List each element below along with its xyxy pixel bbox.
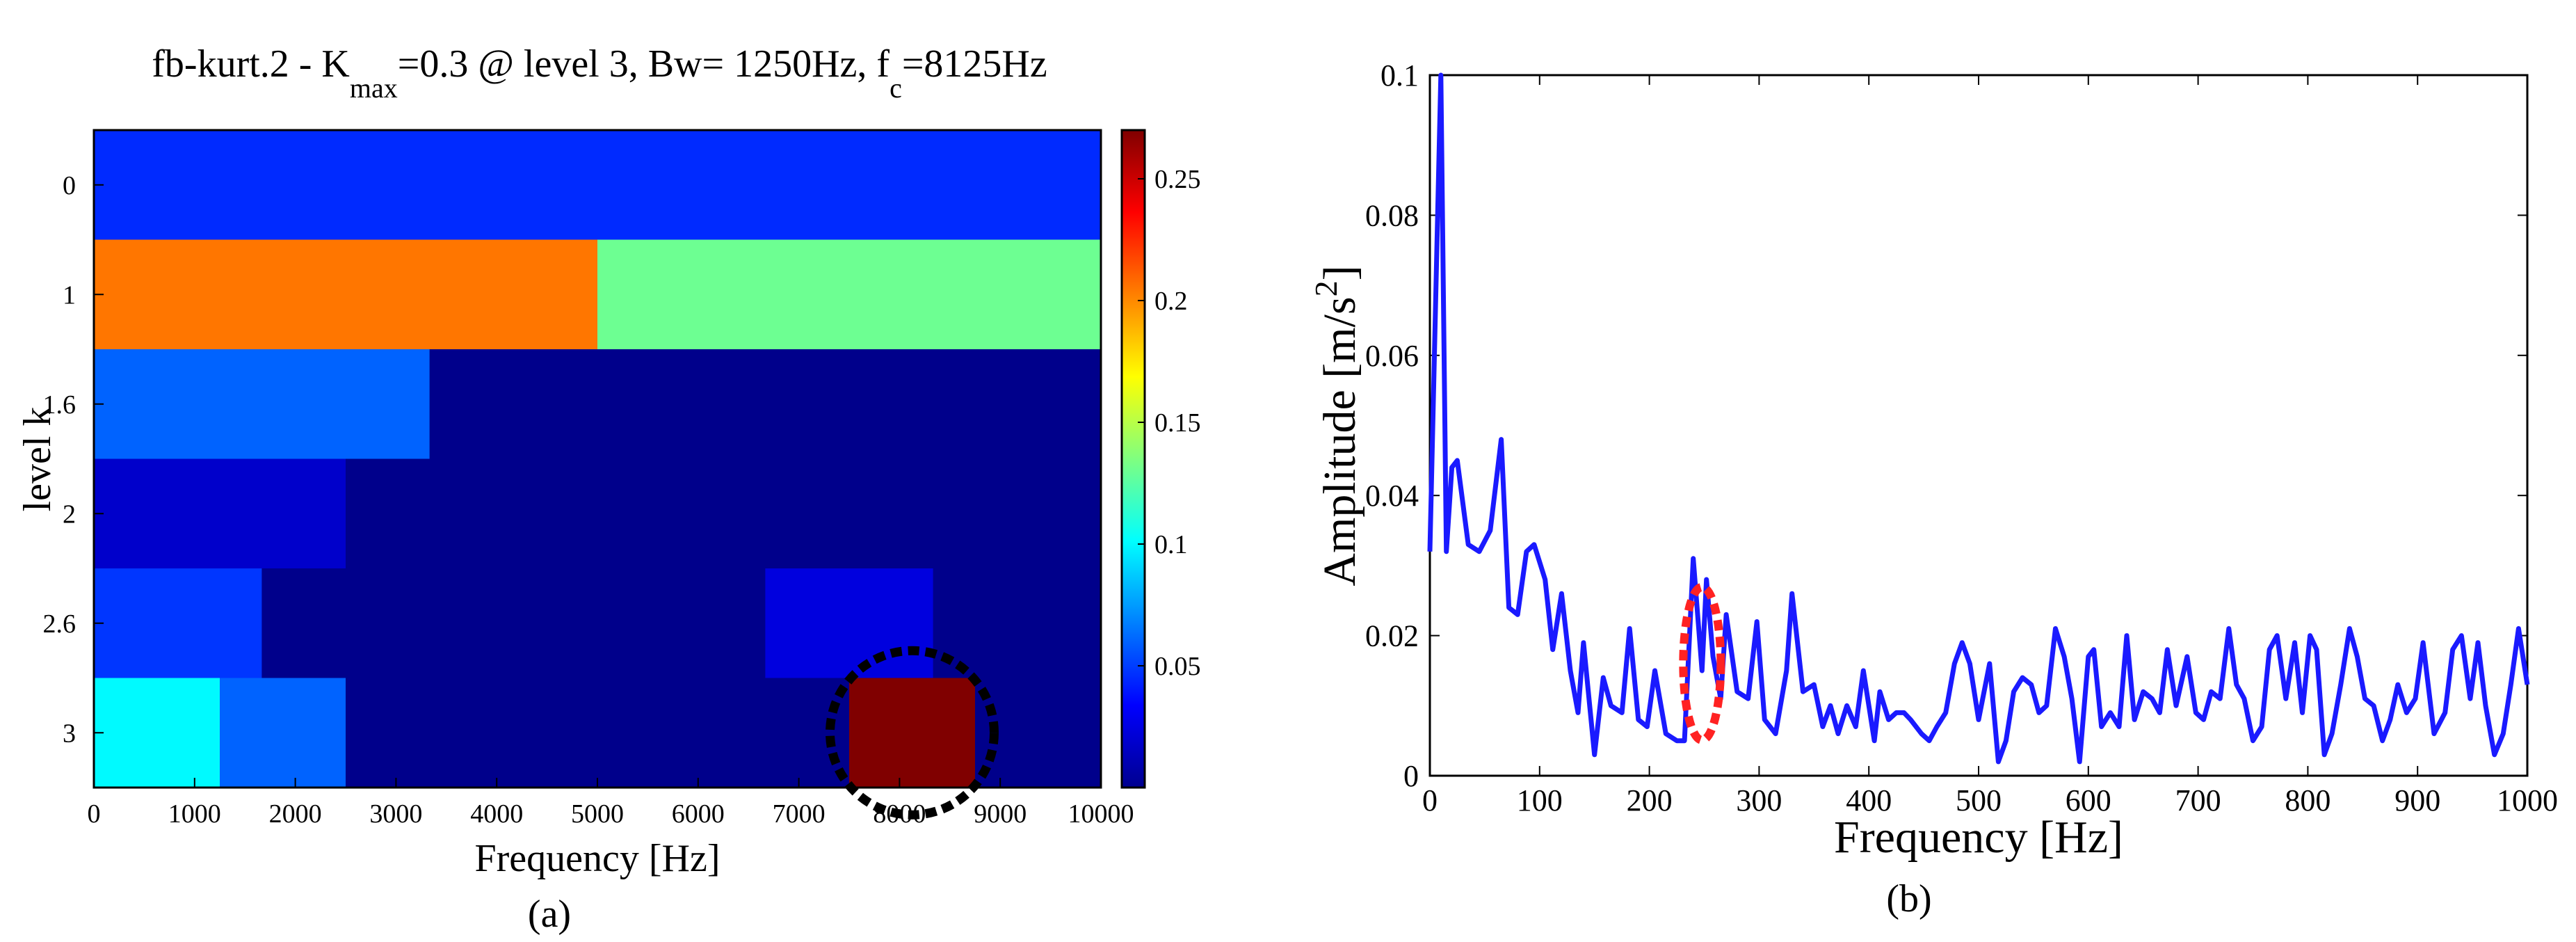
colorbar-tick-label: 0.2 xyxy=(1154,287,1188,316)
heatmap-cell xyxy=(429,349,1102,459)
heatmap-x-tick-label: 1000 xyxy=(168,799,221,829)
line-y-tick-label: 0 xyxy=(1403,759,1419,793)
line-x-tick-label: 200 xyxy=(1627,783,1673,817)
heatmap-x-tick-label: 2000 xyxy=(269,799,322,829)
heatmap-x-tick-label: 6000 xyxy=(672,799,725,829)
line-x-tick-label: 600 xyxy=(2066,783,2111,817)
heatmap-x-tick-label: 9000 xyxy=(974,799,1027,829)
line-y-tick-label: 0.02 xyxy=(1365,619,1419,653)
heatmap-cell xyxy=(346,678,850,788)
heatmap-cell xyxy=(220,678,346,788)
line-y-tick-label: 0.04 xyxy=(1365,479,1419,513)
line-x-tick-label: 0 xyxy=(1422,783,1438,817)
heatmap-cell xyxy=(94,239,598,350)
heatmap-panel-label: (a) xyxy=(528,893,571,936)
heatmap-y-tick-label: 2.6 xyxy=(43,609,77,639)
heatmap-annotations xyxy=(826,646,999,820)
heatmap-y-tick-label: 1 xyxy=(63,280,76,310)
heatmap-x-tick-label: 10000 xyxy=(1068,799,1134,829)
line-y-ticks: 0 0.02 0.04 0.06 0.08 0.1 xyxy=(1365,58,2527,793)
colorbar-ticks: 0.05 0.1 0.15 0.2 0.25 xyxy=(1138,165,1201,681)
heatmap-x-tick-label: 7000 xyxy=(773,799,826,829)
heatmap-y-tick-label: 3 xyxy=(63,719,76,748)
line-highlight-ellipse xyxy=(1679,582,1725,744)
heatmap-x-ticks: 0 1000 2000 3000 4000 5000 6000 7000 8000 9000 100… xyxy=(88,778,1134,829)
spectrum-series-line xyxy=(1427,72,2530,765)
heatmap-cell xyxy=(765,568,934,678)
line-panel: 0 100 200 300 400 500 600 700 800 900 1000 0 0.02 0.… xyxy=(1308,58,2558,920)
heatmap-highlight-circle xyxy=(826,646,999,820)
line-x-tick-label: 900 xyxy=(2394,783,2440,817)
heatmap-cell xyxy=(94,458,346,569)
heatmap-y-tick-label: 0 xyxy=(63,171,76,200)
colorbar-tick-label: 0.05 xyxy=(1154,652,1201,681)
line-x-tick-label: 500 xyxy=(1956,783,2002,817)
heatmap-cells xyxy=(94,130,1102,788)
heatmap-y-axis-label: level k xyxy=(16,407,59,512)
heatmap-cell xyxy=(933,568,1102,678)
heatmap-panel: fb-kurt.2 - Kmax=0.3 @ level 3, Bw= 1250… xyxy=(16,42,1201,936)
colorbar-tick-label: 0.15 xyxy=(1154,408,1201,438)
heatmap-y-ticks: 0 1 1.6 2 2.6 3 xyxy=(43,171,104,748)
line-x-ticks: 0 100 200 300 400 500 600 700 800 900 1000 xyxy=(1422,75,2558,817)
line-x-tick-label: 1000 xyxy=(2497,783,2558,817)
line-plot-frame xyxy=(1428,74,2529,777)
heatmap-x-tick-label: 0 xyxy=(88,799,101,829)
colorbar xyxy=(1120,129,1146,789)
heatmap-x-tick-label: 5000 xyxy=(571,799,624,829)
heatmap-x-tick-label: 3000 xyxy=(369,799,422,829)
colorbar-tick-label: 0.25 xyxy=(1154,165,1201,194)
heatmap-y-tick-label: 2 xyxy=(63,500,76,529)
heatmap-x-axis-label: Frequency [Hz] xyxy=(475,837,721,880)
heatmap-title: fb-kurt.2 - Kmax=0.3 @ level 3, Bw= 1250… xyxy=(152,42,1047,104)
heatmap-cell xyxy=(261,568,766,678)
line-annotations xyxy=(1679,582,1725,744)
line-y-axis-label: Amplitude [m/s2] xyxy=(1308,265,1365,586)
heatmap-x-tick-label: 8000 xyxy=(873,799,926,829)
line-x-axis-label: Frequency [Hz] xyxy=(1834,812,2123,863)
line-y-tick-label: 0.08 xyxy=(1365,198,1419,232)
heatmap-x-tick-label: 4000 xyxy=(470,799,523,829)
line-y-tick-label: 0.1 xyxy=(1380,58,1419,93)
heatmap-cell xyxy=(94,130,1102,240)
heatmap-cell xyxy=(597,239,1102,350)
line-x-tick-label: 400 xyxy=(1846,783,1892,817)
heatmap-cell xyxy=(94,349,430,459)
colorbar-tick-label: 0.1 xyxy=(1154,530,1188,559)
line-x-tick-label: 700 xyxy=(2175,783,2221,817)
line-x-tick-label: 100 xyxy=(1517,783,1563,817)
line-panel-label: (b) xyxy=(1886,877,1931,920)
line-y-tick-label: 0.06 xyxy=(1365,339,1419,373)
heatmap-cell xyxy=(94,568,262,678)
heatmap-cell xyxy=(94,678,220,788)
line-x-tick-label: 300 xyxy=(1736,783,1782,817)
heatmap-cell xyxy=(346,458,1102,569)
heatmap-cell xyxy=(849,678,976,788)
heatmap-y-tick-label: 1.6 xyxy=(43,390,77,420)
line-x-tick-label: 800 xyxy=(2285,783,2331,817)
